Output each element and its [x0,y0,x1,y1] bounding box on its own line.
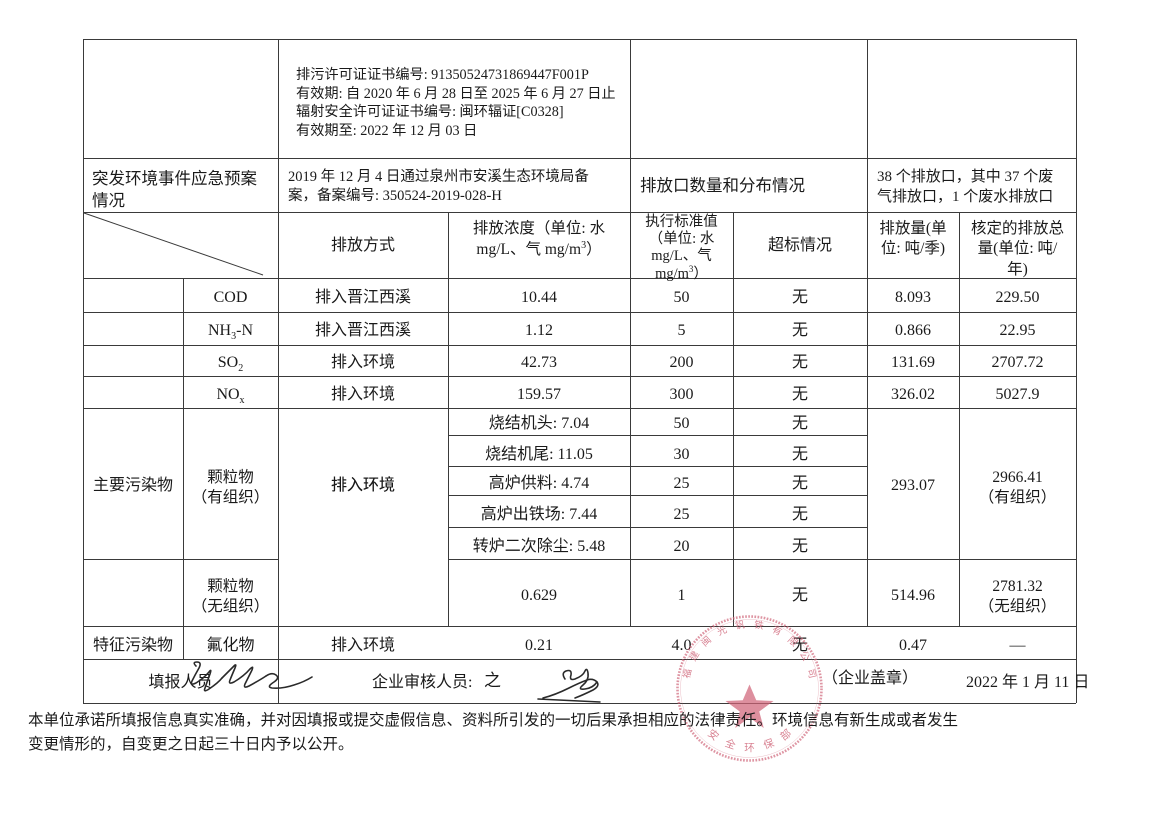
svg-text:限: 限 [785,635,800,650]
svg-text:司: 司 [805,668,818,680]
svg-text:公: 公 [797,649,812,663]
svg-text:福: 福 [680,668,694,680]
svg-text:有: 有 [770,623,784,638]
svg-text:建: 建 [687,649,702,664]
svg-text:闽: 闽 [699,634,714,649]
